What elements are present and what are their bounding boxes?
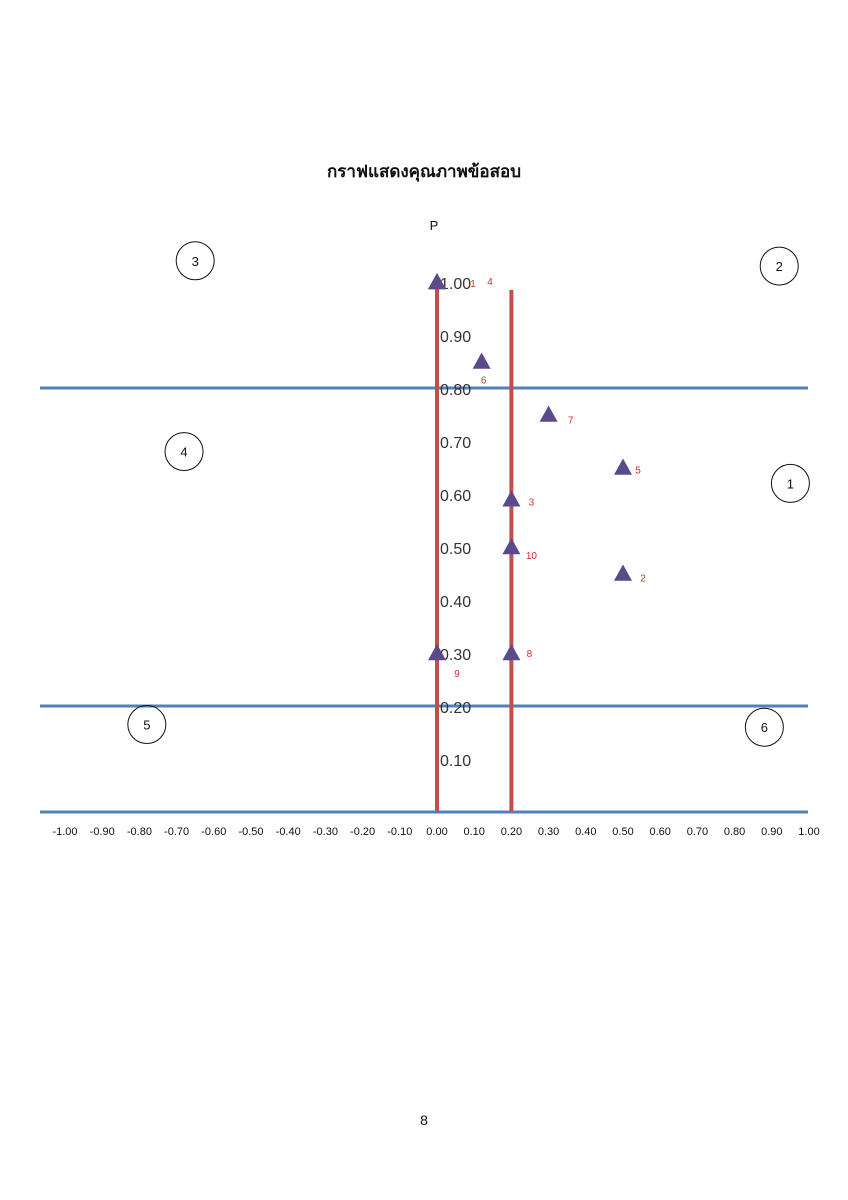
region-marker-3 (175, 241, 215, 281)
x-tick-label: -1.00 (52, 826, 77, 838)
region-marker-5 (127, 705, 167, 745)
x-tick-label: -0.10 (387, 826, 412, 838)
data-point-label: 2 (640, 574, 646, 585)
x-tick-label: -0.80 (127, 826, 152, 838)
x-tick-label: 0.90 (761, 826, 782, 838)
region-marker-6 (744, 707, 784, 747)
region-marker-label: 1 (787, 476, 794, 491)
data-point-label: 7 (568, 416, 574, 427)
data-point-2 (614, 564, 632, 581)
y-tick-label: 0.80 (440, 382, 471, 399)
x-tick-label: 1.00 (798, 826, 819, 838)
data-point-label: 3 (529, 497, 535, 508)
x-tick-label: 0.20 (501, 826, 522, 838)
data-point-label: 5 (635, 466, 641, 477)
chart-title: กราฟแสดงคุณภาพข้อสอบ (327, 162, 521, 182)
y-tick-label: 0.10 (440, 753, 471, 770)
data-point-4 (428, 273, 446, 290)
data-point-8 (502, 644, 521, 661)
data-point-3 (502, 490, 521, 507)
x-tick-label: 0.00 (426, 826, 447, 838)
y-tick-label: 0.20 (440, 700, 471, 717)
y-tick-label: 0.60 (440, 488, 471, 505)
y-tick-label: 0.50 (440, 541, 471, 558)
region-marker-2 (759, 246, 799, 286)
data-point-label: 8 (527, 649, 533, 660)
page-number: 8 (420, 1112, 428, 1128)
x-tick-label: -0.60 (201, 826, 226, 838)
x-tick-label: 0.10 (463, 826, 484, 838)
x-tick-label: -0.40 (276, 826, 301, 838)
x-tick-label: 0.50 (612, 826, 633, 838)
data-point-10 (502, 538, 521, 555)
x-tick-label: 0.40 (575, 826, 596, 838)
x-tick-label: -0.30 (313, 826, 338, 838)
region-marker-label: 3 (192, 254, 199, 269)
y-axis-label: P (430, 218, 439, 233)
region-marker-label: 2 (776, 259, 783, 274)
y-tick-label: 0.30 (440, 647, 471, 664)
x-tick-label: -0.20 (350, 826, 375, 838)
data-point-label: 10 (526, 551, 538, 562)
data-point-7 (539, 405, 558, 422)
data-point-9 (428, 644, 446, 661)
x-tick-label: 0.30 (538, 826, 559, 838)
data-point-label: 1 (470, 279, 476, 290)
region-marker-1 (770, 463, 810, 503)
data-point-5 (614, 458, 632, 475)
region-marker-label: 4 (180, 445, 187, 460)
y-tick-label: 1.00 (440, 276, 471, 293)
region-marker-label: 5 (143, 718, 150, 733)
data-point-label: 4 (487, 277, 493, 288)
data-point-label: 6 (481, 376, 487, 387)
x-tick-label: 0.80 (724, 826, 745, 838)
data-point-6 (472, 352, 491, 369)
x-tick-label: -0.50 (238, 826, 263, 838)
y-tick-label: 0.90 (440, 329, 471, 346)
y-tick-label: 0.40 (440, 594, 471, 611)
y-tick-label: 0.70 (440, 435, 471, 452)
x-tick-label: 0.60 (649, 826, 670, 838)
region-marker-label: 6 (761, 720, 768, 735)
x-tick-label: -0.70 (164, 826, 189, 838)
data-point-label: 9 (454, 669, 460, 680)
x-tick-label: -0.90 (90, 826, 115, 838)
x-tick-label: 0.70 (687, 826, 708, 838)
region-marker-4 (164, 432, 204, 472)
